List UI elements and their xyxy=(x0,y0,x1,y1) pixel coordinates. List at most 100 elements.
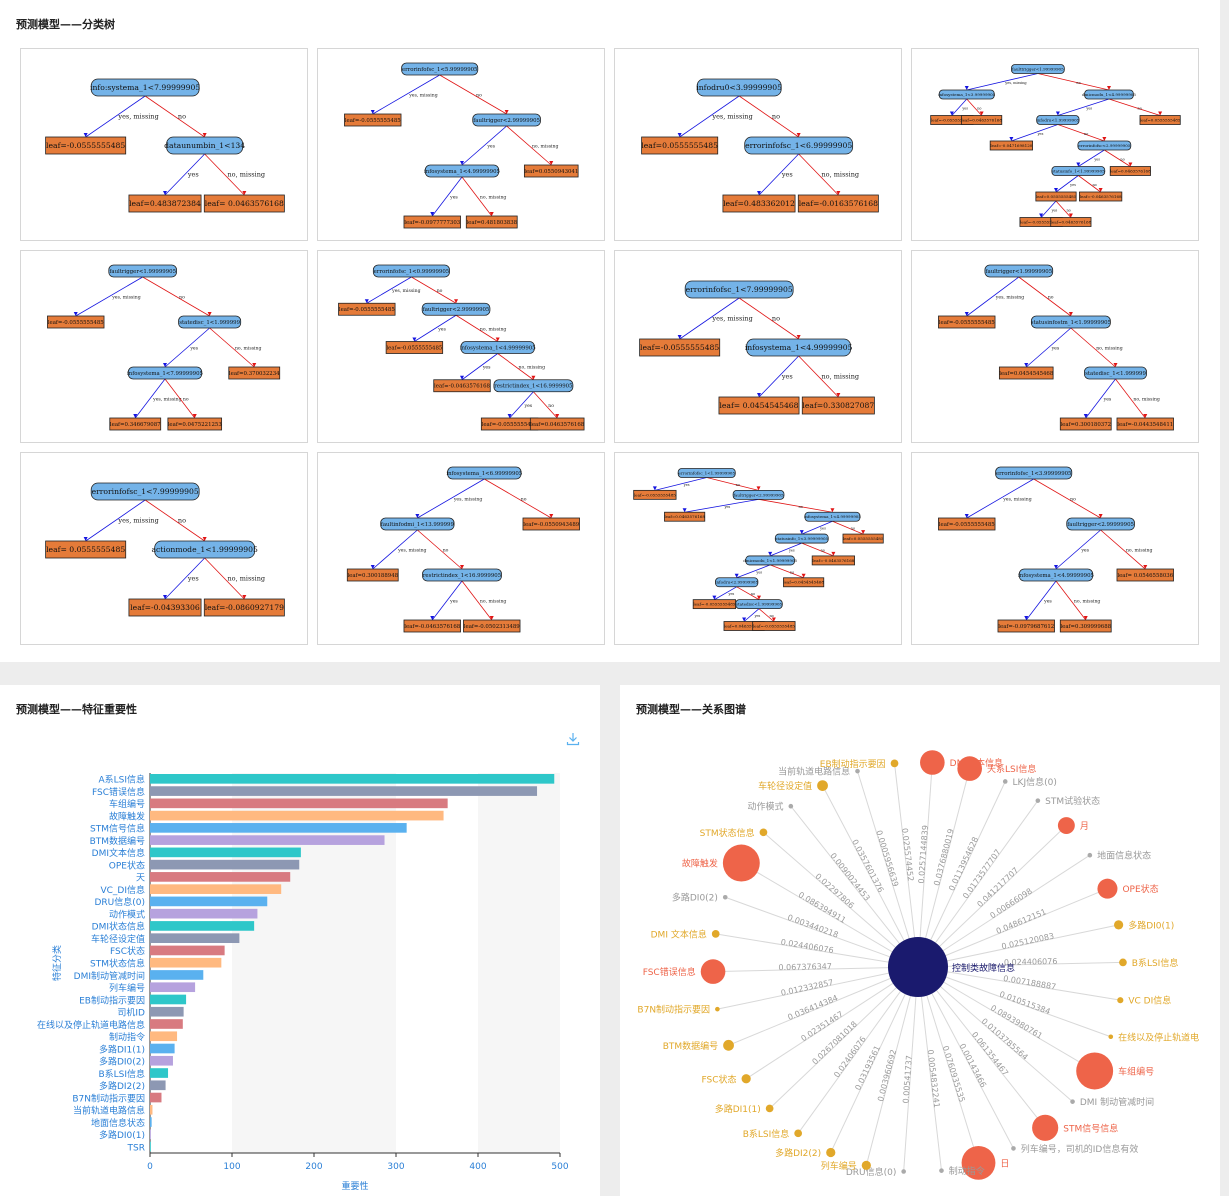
graph-node[interactable] xyxy=(1097,878,1118,899)
tree-split-node: statusinfo_1<3.99999905 xyxy=(774,533,829,544)
importance-bar[interactable] xyxy=(150,810,444,821)
graph-node[interactable] xyxy=(961,1145,996,1180)
svg-text:leaf=0.0454545468: leaf=0.0454545468 xyxy=(783,580,824,585)
graph-node[interactable] xyxy=(723,1039,734,1051)
tree-card[interactable]: yes, missing no yes no, missing yes no, missi… xyxy=(317,250,605,443)
graph-node[interactable] xyxy=(1108,1034,1114,1040)
graph-node[interactable] xyxy=(722,844,760,882)
importance-bar[interactable] xyxy=(150,982,196,993)
importance-bar[interactable] xyxy=(150,921,255,931)
importance-bar[interactable] xyxy=(150,994,187,1005)
importance-bar[interactable] xyxy=(150,1129,151,1140)
graph-node[interactable] xyxy=(794,1129,803,1138)
graph-node[interactable] xyxy=(1057,817,1075,834)
graph-node-label: 列车编号 xyxy=(821,1160,857,1172)
tree-card[interactable]: yes, missing no yes no, missing yes no, missi… xyxy=(317,48,605,241)
importance-bar[interactable] xyxy=(150,1080,166,1091)
graph-node[interactable] xyxy=(1011,1146,1016,1151)
importance-bar[interactable] xyxy=(150,859,300,870)
tree-split-node: infosystema_1<4.99999905 xyxy=(424,164,501,178)
graph-node[interactable] xyxy=(939,1168,944,1173)
importance-bar[interactable] xyxy=(150,1055,173,1066)
importance-bar[interactable] xyxy=(150,884,282,894)
importance-bar[interactable] xyxy=(150,908,258,919)
importance-bar[interactable] xyxy=(150,823,407,833)
graph-node[interactable] xyxy=(1117,997,1124,1004)
importance-bar[interactable] xyxy=(150,798,448,809)
graph-node[interactable] xyxy=(1032,1114,1059,1141)
importance-bar[interactable] xyxy=(150,957,222,968)
tree-edge-label: no, missing xyxy=(1126,548,1153,554)
tree-card[interactable]: yes, missing no yes no, missing errorinfofsc… xyxy=(614,250,902,443)
graph-node[interactable] xyxy=(920,750,945,775)
graph-node[interactable] xyxy=(817,780,828,791)
importance-bar[interactable] xyxy=(150,933,240,944)
svg-text:leaf=-0.0555555485: leaf=-0.0555555485 xyxy=(939,320,995,326)
graph-node[interactable] xyxy=(765,1104,774,1113)
tree-edge xyxy=(758,153,799,196)
tree-card[interactable]: yes no yes no yes no yes no yes no yes no yes no error… xyxy=(614,452,902,645)
tree-edge xyxy=(1040,200,1057,218)
graph-center-node[interactable] xyxy=(888,937,948,997)
importance-bar[interactable] xyxy=(150,786,538,796)
graph-node[interactable] xyxy=(957,756,982,781)
importance-bar[interactable] xyxy=(150,896,268,907)
graph-node[interactable] xyxy=(890,759,899,768)
graph-node[interactable] xyxy=(1076,1052,1114,1090)
graph-node[interactable] xyxy=(788,803,794,809)
graph-node-label: 月 xyxy=(1080,821,1089,832)
importance-bar[interactable] xyxy=(150,1019,183,1029)
graph-node[interactable] xyxy=(1119,958,1127,967)
importance-bar[interactable] xyxy=(150,1092,162,1103)
graph-node[interactable] xyxy=(855,768,860,774)
graph-node[interactable] xyxy=(1002,779,1008,784)
graph-node[interactable] xyxy=(759,828,768,837)
importance-bar[interactable] xyxy=(150,1104,153,1115)
tree-card[interactable]: yes, missing no yes no, missing errorinfofsc… xyxy=(20,452,308,645)
tree-leaf-node: leaf=0.0550943041 xyxy=(523,164,579,178)
tree-card[interactable]: yes, missing no yes, missing no yes no, missi… xyxy=(317,452,605,645)
svg-text:leaf=-0.0555555485: leaf=-0.0555555485 xyxy=(345,118,401,124)
tree-card[interactable]: yes, missing no yes no yes no yes no yes no yes no y… xyxy=(911,48,1199,241)
tree-card[interactable]: yes, missing no yes no, missing info:systema… xyxy=(20,48,308,241)
svg-text:leaf=-0.0550943489: leaf=-0.0550943489 xyxy=(523,522,579,528)
graph-node[interactable] xyxy=(1035,798,1041,803)
importance-bar[interactable] xyxy=(150,847,301,858)
importance-bar[interactable] xyxy=(150,1031,178,1042)
tree-split-node: restrictindex_1<16.9999905 xyxy=(422,568,502,582)
graph-node[interactable] xyxy=(1087,852,1093,858)
graph-node[interactable] xyxy=(1070,1099,1075,1104)
graph-node[interactable] xyxy=(826,1147,836,1158)
importance-bar[interactable] xyxy=(150,1141,151,1152)
tree-leaf-node: leaf=-0.0555555485 xyxy=(47,315,105,329)
importance-bar[interactable] xyxy=(150,945,225,956)
download-icon[interactable] xyxy=(566,732,580,746)
tree-edge-label: yes, missing xyxy=(1002,497,1031,503)
importance-bar[interactable] xyxy=(150,835,385,845)
graph-node[interactable] xyxy=(700,959,726,984)
tree-split-node: errorinfofsc_1<7.99999905 xyxy=(90,482,200,501)
tree-card[interactable]: yes, missing no yes no, missing yes no, missi… xyxy=(911,250,1199,443)
svg-text:faulttrigger<1.99999905: faulttrigger<1.99999905 xyxy=(1012,66,1064,71)
importance-bar[interactable] xyxy=(150,1043,175,1054)
importance-bar[interactable] xyxy=(150,970,204,980)
importance-bar[interactable] xyxy=(150,774,555,784)
tree-split-node: faultrigger<2.99999905 xyxy=(1066,517,1135,531)
graph-node[interactable] xyxy=(715,1006,720,1012)
importance-bar[interactable] xyxy=(150,1117,152,1127)
svg-text:actionmode_1<1.99999905: actionmode_1<1.99999905 xyxy=(151,545,258,554)
graph-node[interactable] xyxy=(711,930,720,938)
tree-edge xyxy=(1078,175,1101,193)
importance-bar[interactable] xyxy=(150,1068,169,1078)
importance-bar[interactable] xyxy=(150,872,291,882)
graph-node[interactable] xyxy=(741,1074,751,1084)
graph-node[interactable] xyxy=(861,1160,871,1170)
tree-card[interactable]: yes, missing no yes no, missing yes, missing… xyxy=(20,250,308,443)
importance-bar[interactable] xyxy=(150,1006,184,1017)
tree-split-node: dataunumbin_1<134 xyxy=(164,136,245,155)
graph-node[interactable] xyxy=(901,1169,906,1174)
graph-node[interactable] xyxy=(722,894,728,900)
tree-card[interactable]: yes, missing no yes no, missing infodru0<3.9… xyxy=(614,48,902,241)
tree-card[interactable]: yes, missing no yes no, missing yes no, missi… xyxy=(911,452,1199,645)
graph-node[interactable] xyxy=(1113,920,1124,930)
